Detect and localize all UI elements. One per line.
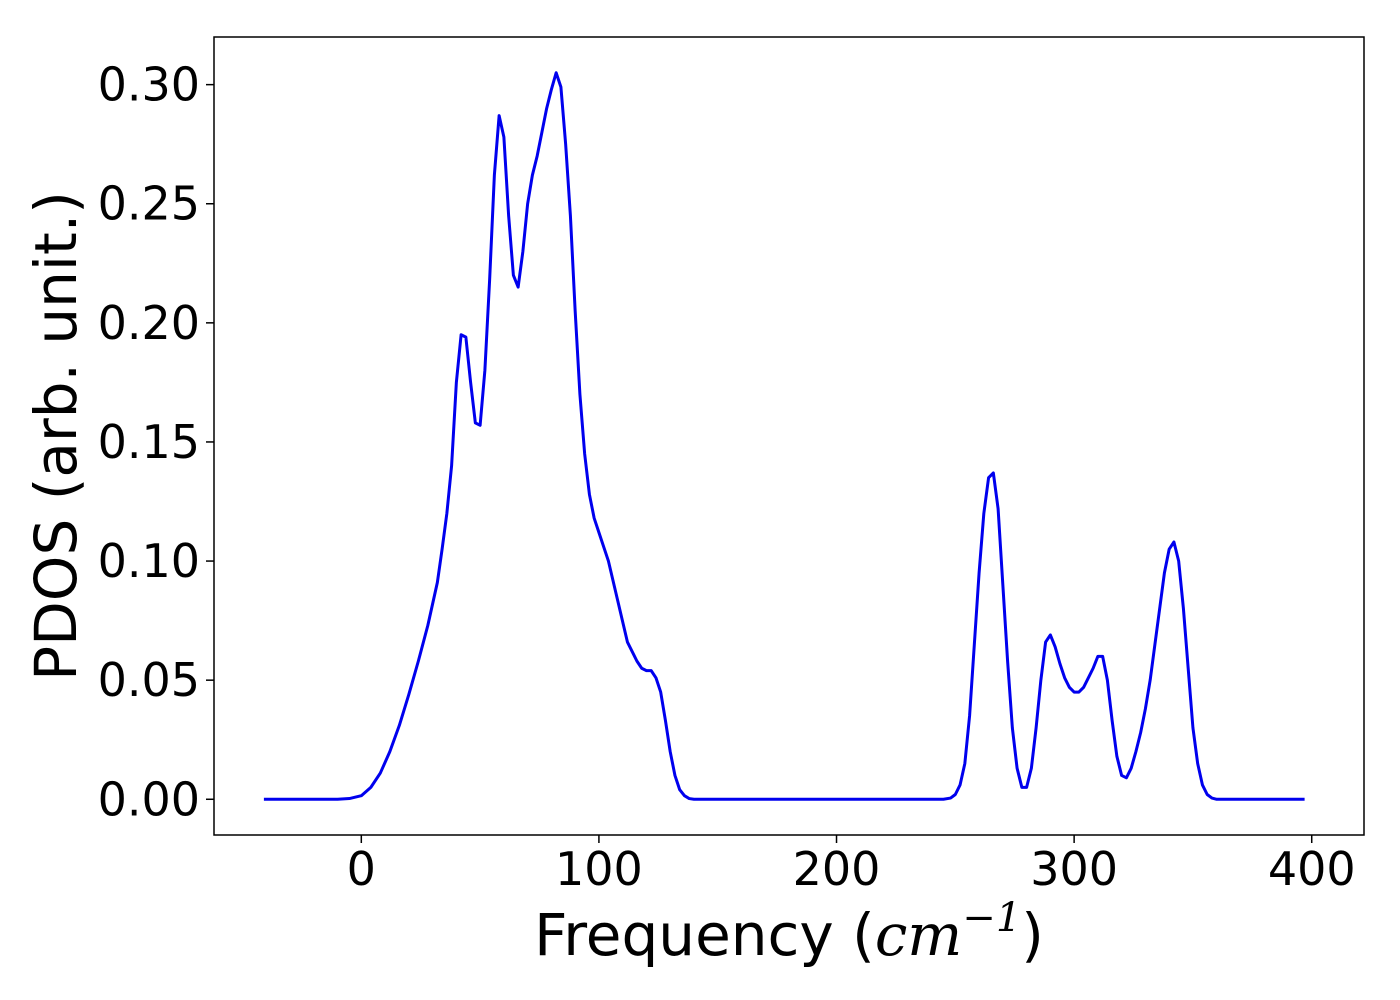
x-axis-label: Frequency (cm−1) xyxy=(534,895,1044,969)
y-tick-label: 0.20 xyxy=(98,296,200,350)
y-tick-label: 0.30 xyxy=(98,58,200,112)
x-axis-label-unit: cm xyxy=(875,901,962,969)
y-axis-label: PDOS (arb. unit.) xyxy=(22,191,90,681)
y-tick-label: 0.25 xyxy=(98,177,200,231)
series-line-0 xyxy=(263,71,1305,801)
y-tick-label: 0.00 xyxy=(98,772,200,826)
x-tick-label: 300 xyxy=(1030,842,1118,896)
x-axis-label-paren-open: ( xyxy=(834,901,875,969)
x-axis-label-text: Frequency xyxy=(534,901,834,969)
x-axis-label-exponent: −1 xyxy=(962,895,1021,941)
x-tick-label: 0 xyxy=(347,842,376,896)
y-axis-ticks: 0.00 0.05 0.10 0.15 0.20 0.25 0.30 xyxy=(98,58,214,826)
x-axis-ticks: 0 100 200 300 400 xyxy=(347,835,1356,896)
x-axis-label-paren-close: ) xyxy=(1021,901,1044,969)
x-tick-label: 200 xyxy=(793,842,881,896)
y-tick-label: 0.15 xyxy=(98,415,200,469)
y-tick-label: 0.10 xyxy=(98,534,200,588)
x-tick-label: 400 xyxy=(1268,842,1356,896)
series-layer xyxy=(263,71,1305,801)
x-tick-label: 100 xyxy=(555,842,643,896)
y-tick-label: 0.05 xyxy=(98,653,200,707)
